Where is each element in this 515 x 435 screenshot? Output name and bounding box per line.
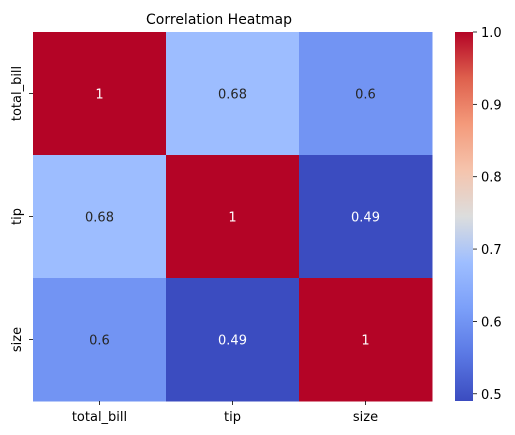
heatmap-cell — [299, 155, 433, 279]
y-tick-label: size — [10, 327, 25, 352]
cell-label: 0.68 — [85, 211, 114, 226]
colorbar-tick-label: 0.9 — [481, 98, 502, 113]
x-tick-label: size — [353, 410, 378, 425]
heatmap-cell-labels: 1 0.68 0.6 0.68 1 0.49 0.6 0.49 1 — [85, 88, 380, 349]
x-tick-label: tip — [224, 410, 241, 425]
heatmap-cell — [33, 155, 167, 279]
x-tick-label: total_bill — [72, 410, 127, 425]
colorbar-tick-label: 0.8 — [481, 171, 502, 186]
colorbar-tick-label: 0.6 — [481, 315, 502, 330]
cell-label: 1 — [228, 211, 236, 226]
x-axis: total_bill tip size — [72, 401, 378, 425]
cell-label: 0.6 — [355, 88, 376, 103]
colorbar-tick-label: 0.5 — [481, 388, 502, 403]
heatmap-cell — [299, 32, 433, 156]
heatmap-cell — [166, 278, 300, 402]
heatmap-cell — [33, 278, 167, 402]
cell-label: 0.49 — [218, 334, 247, 349]
colorbar-ticks: 1.0 0.9 0.8 0.7 0.6 0.5 — [473, 26, 502, 403]
heatmap-cells — [33, 32, 433, 402]
heatmap-cell — [166, 155, 300, 279]
cell-label: 0.68 — [218, 88, 247, 103]
heatmap-cell — [33, 32, 167, 156]
colorbar-gradient — [455, 32, 473, 401]
heatmap-cell — [166, 32, 300, 156]
y-tick-label: total_bill — [10, 66, 25, 121]
cell-label: 0.6 — [89, 334, 110, 349]
colorbar-tick-label: 0.7 — [481, 243, 502, 258]
colorbar-tick-label: 1.0 — [481, 26, 502, 41]
heatmap-cell — [299, 278, 433, 402]
cell-label: 0.49 — [351, 211, 380, 226]
cell-label: 1 — [95, 88, 103, 103]
y-tick-label: tip — [10, 208, 25, 225]
chart-title: Correlation Heatmap — [146, 12, 292, 28]
cell-label: 1 — [361, 334, 369, 349]
colorbar — [455, 32, 473, 401]
